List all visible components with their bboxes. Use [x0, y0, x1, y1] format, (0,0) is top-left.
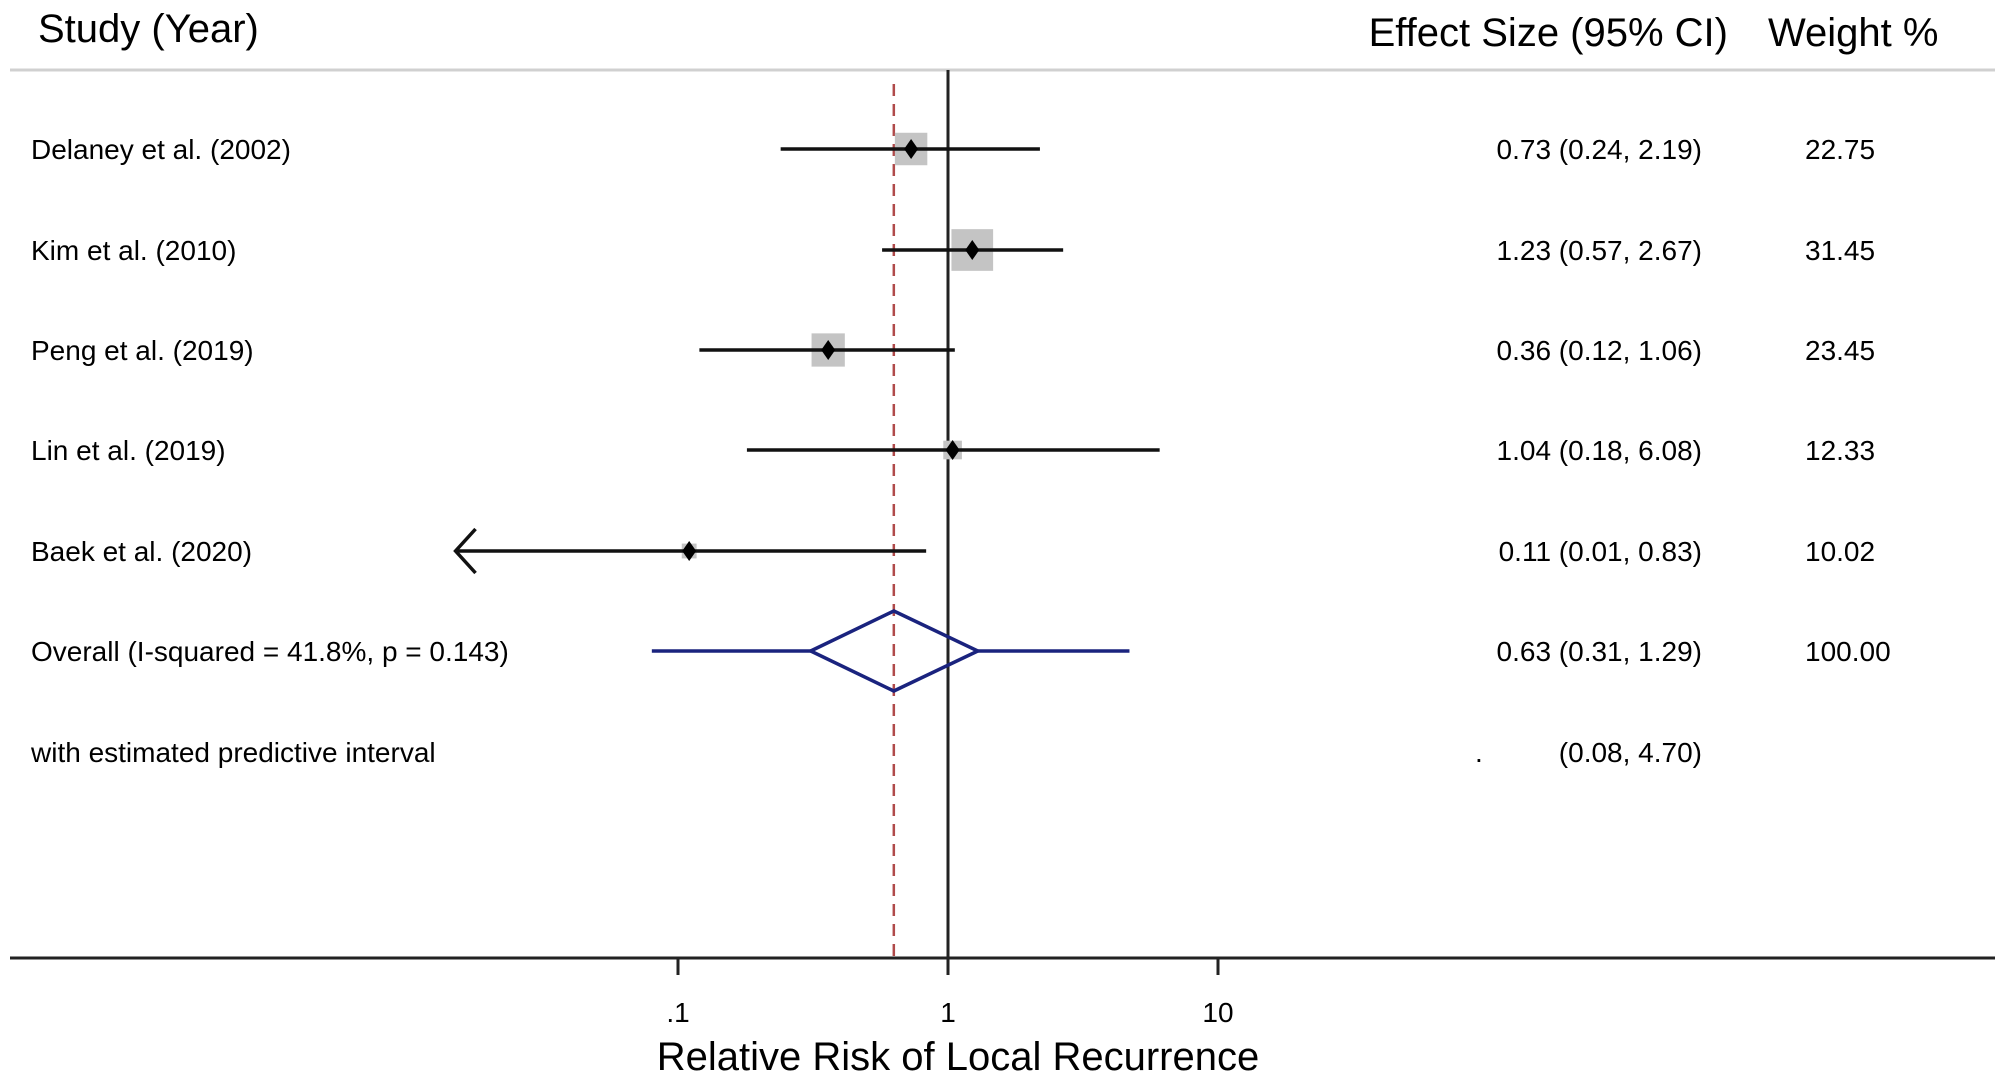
overall-weight-text: 100.00 [1805, 636, 1891, 667]
study-label: Delaney et al. (2002) [31, 134, 291, 165]
study-label: Kim et al. (2010) [31, 235, 236, 266]
x-tick-label: 10 [1202, 997, 1233, 1028]
overall-effect-text: 0.63 (0.31, 1.29) [1497, 636, 1702, 667]
study-label: Baek et al. (2020) [31, 536, 252, 567]
overall-diamond [806, 609, 982, 693]
header-study: Study (Year) [38, 7, 259, 51]
effect-size-text: 0.36 (0.12, 1.06) [1497, 335, 1702, 366]
point-estimate [682, 541, 697, 561]
predictive-dot: . [1475, 737, 1483, 768]
effect-size-text: 0.73 (0.24, 2.19) [1497, 134, 1702, 165]
effect-size-text: 1.23 (0.57, 2.67) [1497, 235, 1702, 266]
study-label: Lin et al. (2019) [31, 435, 226, 466]
ci-arrow-icon [453, 527, 477, 575]
effect-size-text: 1.04 (0.18, 6.08) [1497, 435, 1702, 466]
overall-label: Overall (I-squared = 41.8%, p = 0.143) [31, 636, 509, 667]
weight-text: 10.02 [1805, 536, 1875, 567]
point-estimate [904, 139, 919, 159]
header-effect: Effect Size (95% CI) [1369, 11, 1728, 55]
weight-text: 12.33 [1805, 435, 1875, 466]
x-axis-label: Relative Risk of Local Recurrence [657, 1035, 1259, 1079]
x-tick-label: 1 [940, 997, 956, 1028]
point-estimate [945, 440, 960, 460]
header-weight: Weight % [1768, 11, 1938, 55]
x-tick-label: .1 [666, 997, 689, 1028]
weight-text: 22.75 [1805, 134, 1875, 165]
study-label: Peng et al. (2019) [31, 335, 254, 366]
point-estimate [821, 340, 836, 360]
effect-size-text: 0.11 (0.01, 0.83) [1499, 536, 1702, 567]
point-estimate [965, 240, 980, 260]
weight-text: 31.45 [1805, 235, 1875, 266]
predictive-label: with estimated predictive interval [30, 737, 436, 768]
predictive-interval-text: (0.08, 4.70) [1559, 737, 1702, 768]
weight-text: 23.45 [1805, 335, 1875, 366]
